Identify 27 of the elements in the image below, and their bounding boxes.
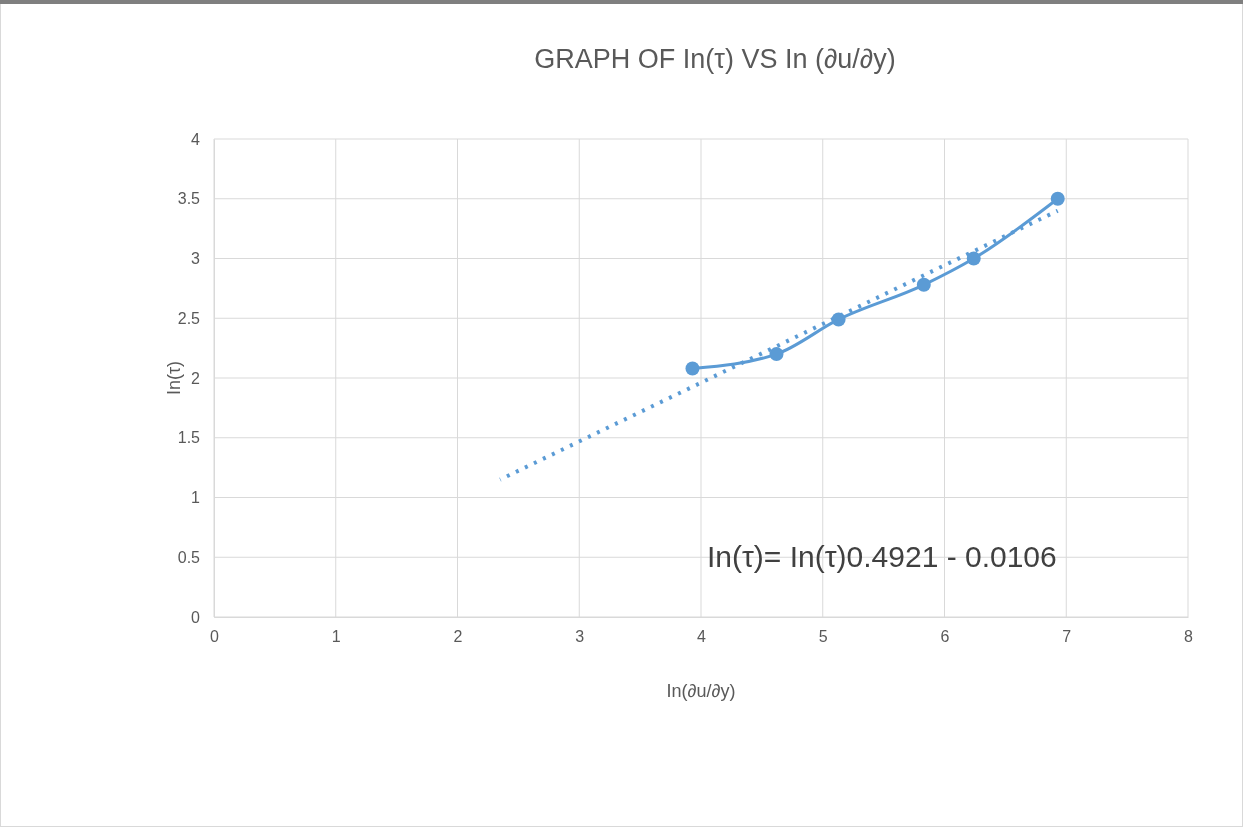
x-tick-label: 2: [453, 628, 463, 646]
y-tick-label: 3: [191, 250, 201, 268]
y-axis-title: In(τ): [164, 360, 184, 396]
x-tick-label: 4: [697, 628, 707, 646]
y-tick-label: 0: [191, 608, 201, 626]
x-tick-label: 8: [1184, 628, 1194, 646]
x-tick-label: 0: [210, 628, 220, 646]
x-tick-label: 1: [331, 628, 341, 646]
chart-title: GRAPH OF In(τ) VS In (∂u/∂y): [534, 44, 896, 74]
x-tick-label: 5: [818, 628, 828, 646]
x-tick-label: 6: [940, 628, 950, 646]
y-tick-label: 2.5: [177, 309, 201, 327]
y-tick-label: 3.5: [177, 190, 201, 208]
annotation: In(τ)= In(τ)0.4921 - 0.0106: [707, 540, 1057, 574]
y-tick-label: 2: [191, 369, 201, 387]
point: [1050, 191, 1065, 206]
x-tick-label: 7: [1062, 628, 1072, 646]
y-tick-label: 0.5: [177, 548, 201, 566]
y-tick-label: 4: [191, 130, 201, 148]
y-tick-label: 1: [191, 489, 201, 507]
y-tick-label: 1.5: [177, 429, 201, 447]
point: [685, 361, 700, 376]
x-axis-title: In(∂u/∂y): [666, 681, 736, 701]
x-tick-label: 3: [575, 628, 585, 646]
point: [966, 251, 981, 266]
point: [916, 277, 931, 292]
point: [769, 347, 784, 362]
